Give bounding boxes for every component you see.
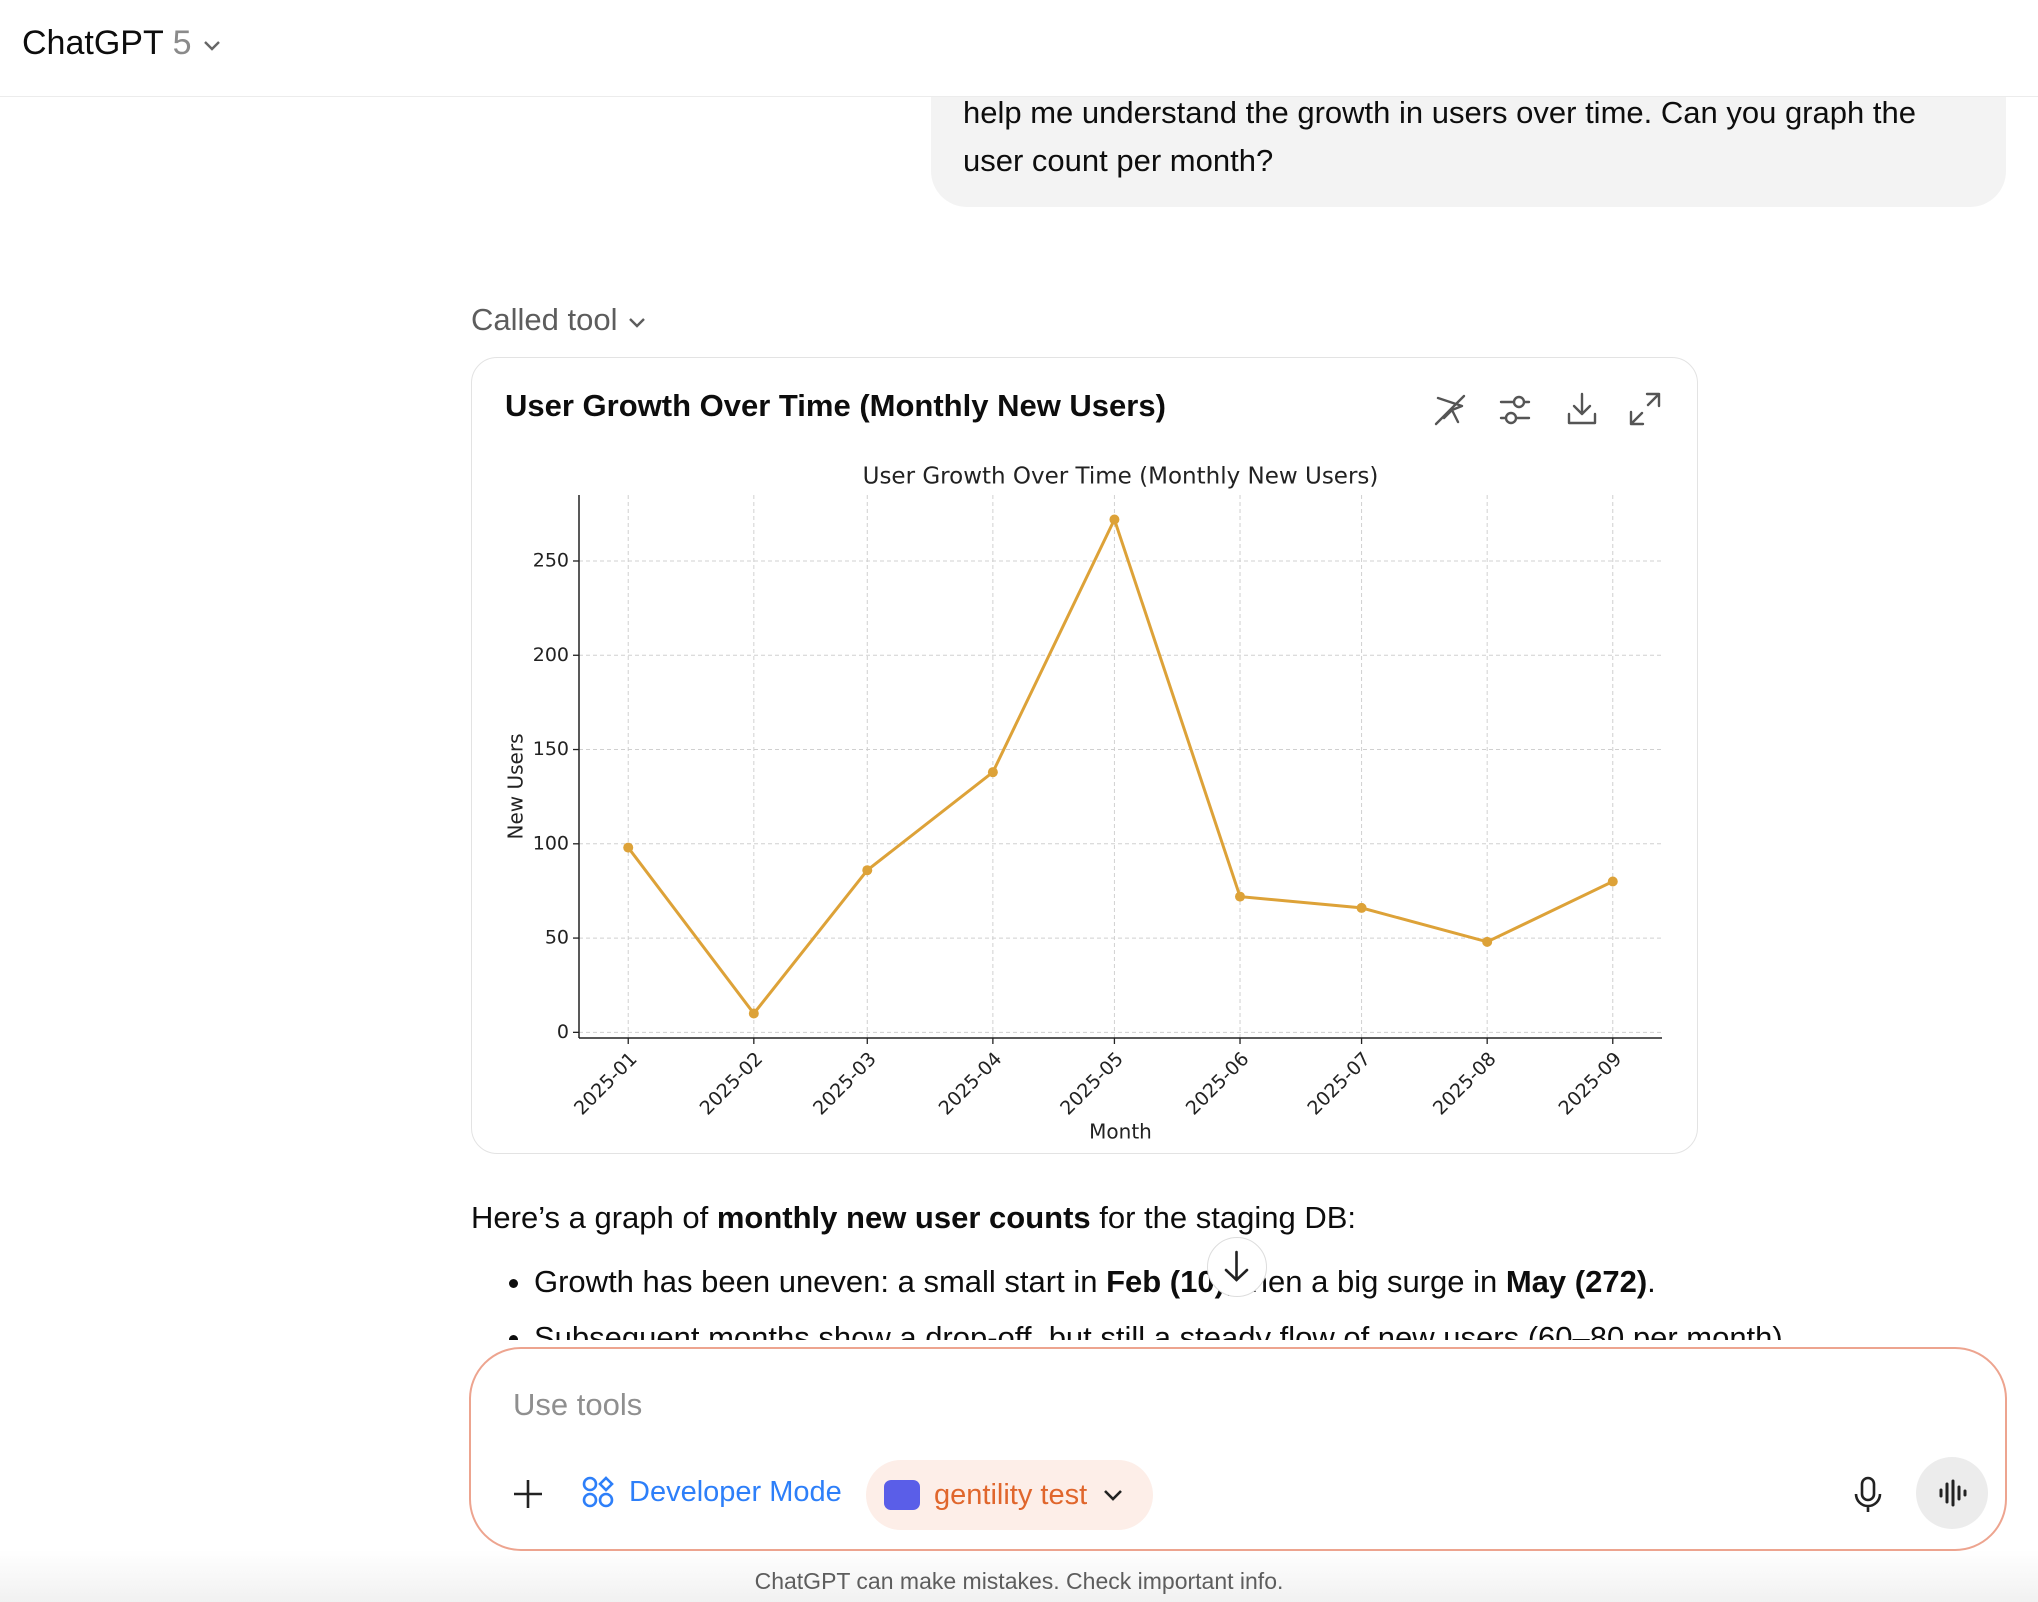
data-point — [623, 842, 634, 853]
x-tick-label: 2025-09 — [1555, 1048, 1627, 1120]
model-version: 5 — [172, 24, 192, 62]
voice-button[interactable] — [1916, 1457, 1988, 1529]
model-selector[interactable]: ChatGPT 5 — [22, 24, 223, 63]
chevron — [204, 41, 220, 51]
x-tick-label: 2025-07 — [1303, 1048, 1375, 1120]
text: Growth has been uneven: a small start in — [534, 1264, 1107, 1299]
connector-label: gentility test — [934, 1478, 1088, 1511]
tool-call-toggle[interactable]: Called tool — [471, 302, 648, 338]
y-tick-label: 150 — [533, 738, 569, 760]
y-tick-label: 100 — [533, 832, 569, 854]
developer-mode-label: Developer Mode — [629, 1475, 842, 1508]
developer-mode-button[interactable]: Developer Mode — [581, 1475, 842, 1509]
connector-pill[interactable]: gentility test — [866, 1460, 1153, 1530]
add-button[interactable] — [511, 1477, 545, 1511]
header: ChatGPT 5 — [0, 0, 2038, 97]
card-title: User Growth Over Time (Monthly New Users… — [505, 388, 1166, 423]
download-button[interactable] — [1567, 392, 1597, 425]
text: Here’s a graph of — [471, 1200, 717, 1235]
customize-button[interactable] — [1499, 395, 1531, 425]
data-point — [1356, 902, 1367, 913]
x-tick-label: 2025-02 — [696, 1048, 768, 1120]
data-point — [862, 865, 873, 876]
assistant-response: Here’s a graph of monthly new user count… — [471, 1196, 1971, 1360]
data-point — [1235, 891, 1246, 902]
arrow-icon — [1224, 1250, 1249, 1282]
scroll-down-button[interactable] — [1207, 1237, 1267, 1297]
user-message: help me understand the growth in users o… — [963, 95, 1916, 178]
bold-text: monthly new user counts — [716, 1200, 1091, 1235]
x-tick-label: 2025-06 — [1182, 1048, 1254, 1120]
card-toolbar — [1434, 392, 1661, 426]
chart: User Growth Over Time (Monthly New Users… — [504, 464, 1662, 1144]
expand-button[interactable] — [1629, 392, 1661, 426]
y-tick-label: 50 — [545, 927, 569, 949]
x-axis-label: Month — [1089, 1120, 1152, 1144]
footer-note: ChatGPT can make mistakes. Check importa… — [754, 1568, 1284, 1594]
data-point — [987, 767, 998, 778]
y-tick-label: 250 — [533, 549, 569, 571]
x-tick-label: 2025-08 — [1429, 1048, 1501, 1120]
data-point — [748, 1008, 759, 1019]
y-tick-label: 200 — [533, 644, 569, 666]
chevron — [1104, 1490, 1123, 1501]
x-tick-label: 2025-05 — [1056, 1048, 1128, 1120]
chart-title: User Growth Over Time (Monthly New Users… — [863, 464, 1379, 490]
data-point — [1482, 936, 1493, 947]
x-tick-label: 2025-01 — [570, 1048, 642, 1120]
bold-text: Feb (10) — [1106, 1264, 1225, 1299]
mic-button[interactable] — [1851, 1475, 1885, 1515]
voice-icon — [1939, 1479, 1967, 1507]
bold-text: May (272) — [1505, 1264, 1648, 1299]
response-bullets: Growth has been uneven: a small start in… — [471, 1260, 1971, 1360]
chevron — [629, 317, 645, 328]
model-name: ChatGPT — [22, 24, 164, 62]
x-tick-label: 2025-04 — [935, 1048, 1007, 1120]
developer-icon — [582, 1476, 614, 1508]
composer-input[interactable]: Use tools — [513, 1387, 643, 1422]
x-tick-label: 2025-03 — [809, 1048, 881, 1120]
data-point — [1109, 514, 1120, 525]
response-intro: Here’s a graph of monthly new user count… — [471, 1196, 1971, 1240]
tool-call-label: Called tool — [471, 302, 618, 337]
connector-icon — [884, 1480, 920, 1510]
data-line — [627, 515, 1614, 1016]
y-axis-label: New Users — [504, 734, 528, 840]
bullet: Growth has been uneven: a small start in… — [534, 1260, 1971, 1304]
text: . — [1647, 1264, 1656, 1299]
chart-card: User Growth Over Time (Monthly New Users… — [471, 357, 1698, 1154]
interactive-toggle[interactable] — [1434, 394, 1466, 426]
text: for the staging DB: — [1090, 1200, 1357, 1235]
data-point — [1607, 876, 1618, 887]
composer: Use tools Developer Mode gentility test — [469, 1347, 2007, 1551]
y-tick-label: 0 — [557, 1021, 569, 1043]
text: , then a big surge in — [1224, 1264, 1506, 1299]
